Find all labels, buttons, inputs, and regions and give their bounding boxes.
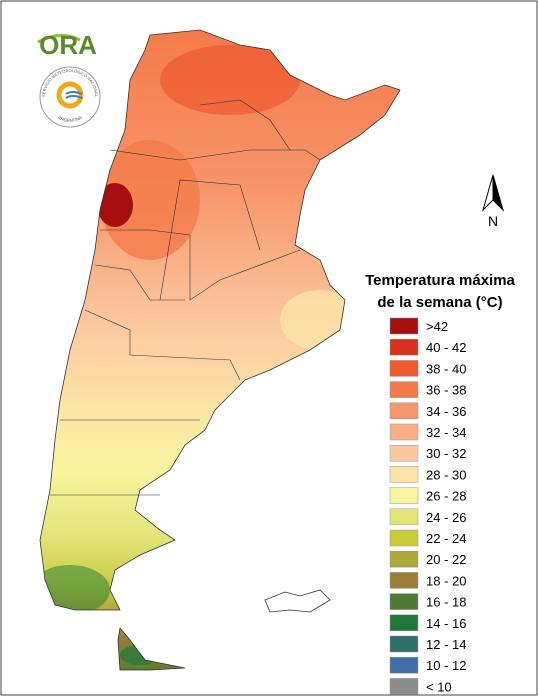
legend-label: 12 - 14 — [426, 637, 466, 652]
legend-label: 26 - 28 — [426, 489, 466, 504]
legend-swatch — [389, 593, 419, 610]
emblem: SERVICIO METEOROLÓGICO NACIONAL ARGENTIN… — [39, 66, 101, 128]
legend-swatch — [389, 487, 419, 504]
north-arrow: N — [481, 174, 505, 229]
legend-swatch — [389, 656, 419, 674]
legend-label: 22 - 24 — [426, 531, 466, 546]
legend-swatch — [389, 402, 419, 420]
legend-swatch — [389, 444, 419, 462]
emblem-bottom: ARGENTINA — [57, 115, 83, 123]
legend-label: 36 - 38 — [426, 383, 466, 398]
malvinas — [264, 589, 331, 613]
legend-swatch — [389, 317, 419, 335]
north-label: N — [488, 213, 498, 229]
legend-label: 38 - 40 — [426, 361, 466, 376]
legend-swatch — [389, 360, 419, 377]
legend: >42 40 - 42 38 - 40 36 - 38 34 - 36 32 - 34 30… — [389, 317, 466, 695]
legend-label: 40 - 42 — [426, 340, 466, 355]
legend-label: 18 - 20 — [426, 573, 466, 588]
legend-label: 28 - 30 — [426, 467, 466, 482]
emblem-bottom-text: ARGENTINA — [57, 115, 83, 123]
legend-swatch — [389, 466, 419, 483]
legend-label: 16 - 18 — [426, 595, 466, 610]
legend-swatch — [389, 550, 419, 568]
legend-label: 24 - 26 — [426, 510, 466, 525]
legend-swatch — [389, 508, 419, 526]
legend-swatch — [389, 635, 419, 653]
legend-label: 14 - 16 — [426, 616, 466, 631]
legend-swatch — [389, 572, 419, 589]
legend-label: 20 - 22 — [426, 552, 466, 567]
legend-title: de la semana (°C) — [377, 294, 502, 311]
legend-swatch — [389, 423, 419, 441]
country-outline — [39, 29, 401, 671]
legend-label: 34 - 36 — [426, 404, 466, 419]
legend-swatch — [389, 529, 419, 547]
legend-label: 30 - 32 — [426, 446, 466, 461]
province-borders — [50, 99, 321, 496]
logo: ORA — [37, 30, 97, 60]
legend-swatch — [389, 381, 419, 398]
legend-swatch — [389, 338, 419, 356]
legend-label: 10 - 12 — [426, 658, 466, 673]
legend-label: 32 - 34 — [426, 425, 466, 440]
legend-title: Temperatura máxima — [365, 272, 515, 289]
logo-text: ORA — [39, 30, 97, 60]
legend-swatch — [389, 614, 419, 632]
legend-label: >42 — [426, 319, 448, 334]
legend-label: < 10 — [426, 679, 452, 694]
temperature-field — [40, 30, 400, 670]
legend-swatch — [389, 678, 419, 695]
